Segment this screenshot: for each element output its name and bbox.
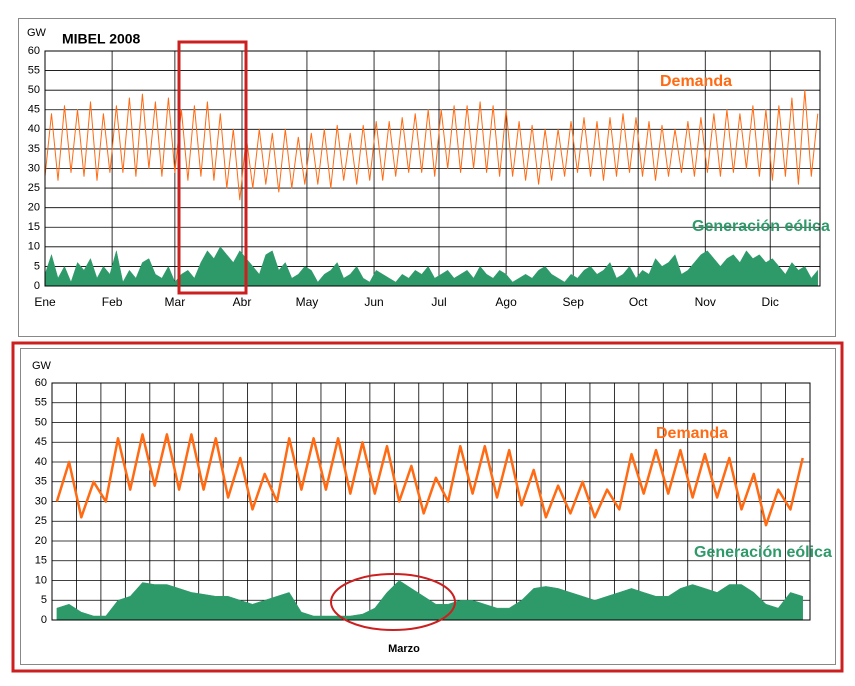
y-tick-label: 35 [28, 143, 40, 155]
y-tick-label: 30 [35, 495, 47, 507]
x-tick-label: Sep [563, 295, 585, 309]
x-tick-label: Ene [34, 295, 56, 309]
wind-area [44, 246, 819, 287]
y-tick-label: 15 [35, 555, 47, 567]
y-tick-label: 10 [35, 574, 47, 586]
y-tick-label: 20 [35, 535, 47, 547]
y-tick-label: 45 [35, 436, 47, 448]
y-tick-label: 45 [28, 104, 40, 116]
y-tick-label: 0 [41, 614, 47, 626]
y-axis-label: GW [32, 360, 52, 372]
x-tick-label: Abr [233, 295, 252, 309]
plot-border [44, 50, 821, 287]
wind-area [56, 580, 803, 621]
y-tick-label: 40 [28, 123, 40, 135]
x-tick-label: Oct [629, 295, 648, 309]
x-tick-label: May [296, 295, 319, 309]
series-label: Demanda [656, 425, 728, 442]
demand-line [44, 89, 819, 201]
plot-border [51, 382, 811, 621]
x-tick-label: Nov [695, 295, 716, 309]
chart-title: MIBEL 2008 [62, 31, 141, 47]
y-tick-label: 60 [35, 377, 47, 389]
y-tick-label: 5 [41, 594, 47, 606]
x-tick-label: Feb [102, 295, 123, 309]
bottom-frame [20, 348, 836, 665]
top-frame [18, 18, 836, 337]
y-axis-label: GW [27, 27, 47, 39]
x-tick-label: Jun [364, 295, 383, 309]
march-highlight [177, 40, 248, 295]
y-tick-label: 30 [28, 162, 40, 174]
y-tick-label: 0 [34, 280, 40, 292]
low-wind-highlight [330, 573, 456, 631]
x-tick-label: Jul [431, 295, 446, 309]
y-tick-label: 55 [28, 64, 40, 76]
y-tick-label: 20 [28, 202, 40, 214]
x-axis-label: Marzo [388, 643, 420, 655]
y-tick-label: 60 [28, 45, 40, 57]
y-tick-label: 50 [28, 84, 40, 96]
y-tick-label: 25 [35, 515, 47, 527]
y-tick-label: 55 [35, 397, 47, 409]
y-tick-label: 40 [35, 456, 47, 468]
bottom-highlight-frame [11, 341, 844, 673]
y-tick-label: 10 [28, 241, 40, 253]
x-tick-label: Ago [495, 295, 517, 309]
y-tick-label: 5 [34, 260, 40, 272]
x-tick-label: Mar [165, 295, 186, 309]
y-tick-label: 35 [35, 476, 47, 488]
y-tick-label: 50 [35, 416, 47, 428]
demand-line [55, 433, 804, 527]
series-label: Generación eólica [692, 218, 830, 235]
y-tick-label: 15 [28, 221, 40, 233]
y-tick-label: 25 [28, 182, 40, 194]
x-tick-label: Dic [762, 295, 779, 309]
series-label: Demanda [660, 73, 732, 90]
series-label: Generación eólica [694, 544, 832, 561]
